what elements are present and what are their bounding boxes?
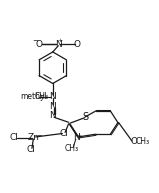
Text: O: O (74, 40, 81, 49)
Text: −: − (36, 133, 42, 139)
Text: O: O (36, 40, 43, 49)
Text: CH₃: CH₃ (65, 144, 79, 153)
Text: −: − (33, 38, 39, 44)
Text: +: + (57, 38, 62, 43)
Text: O: O (130, 137, 137, 146)
Text: N: N (49, 111, 56, 120)
Text: methyl: methyl (20, 92, 47, 101)
Text: CH₃: CH₃ (34, 92, 48, 101)
Text: CH₃: CH₃ (135, 137, 149, 146)
Text: +: + (76, 134, 82, 138)
Text: N: N (49, 102, 56, 111)
Text: N: N (73, 133, 80, 142)
Text: N: N (55, 40, 62, 49)
Text: S: S (83, 112, 89, 122)
Text: N: N (49, 92, 56, 101)
Text: Cl: Cl (10, 133, 19, 142)
Text: Cl: Cl (26, 146, 35, 154)
Text: Zn: Zn (28, 133, 40, 142)
Text: Cl: Cl (59, 129, 68, 138)
